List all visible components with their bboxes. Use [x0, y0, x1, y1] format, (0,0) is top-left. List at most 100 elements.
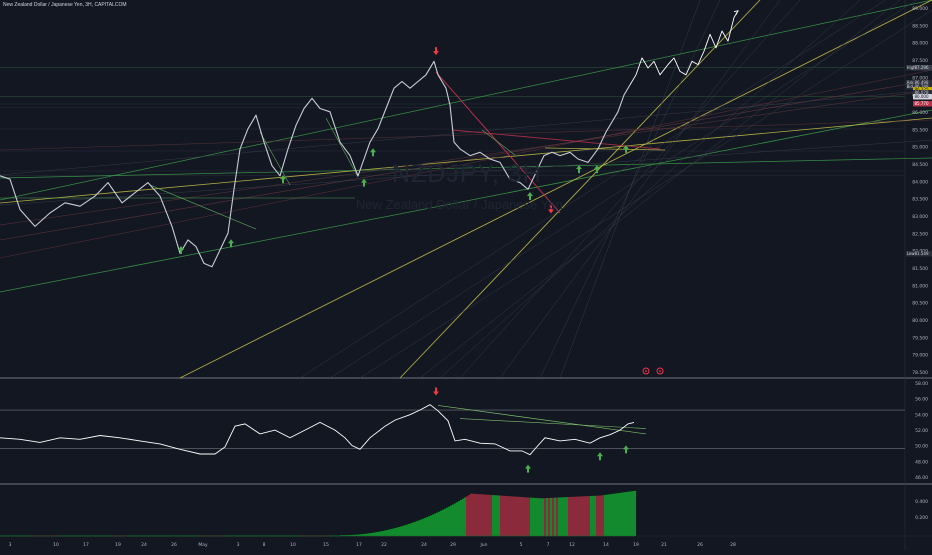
trend-line [0, 69, 932, 259]
price-axis-label: 82.500 [912, 231, 928, 237]
histogram-bar [424, 517, 427, 536]
histogram-bar [546, 498, 549, 536]
time-axis-label: 14 [603, 542, 609, 548]
price-tag-box [913, 65, 932, 71]
histogram-bar [468, 495, 471, 536]
histogram-bar [396, 527, 399, 536]
buy-arrow-icon [594, 165, 600, 174]
histogram-bar [378, 531, 381, 536]
time-axis-label: 21 [661, 542, 667, 548]
time-axis-label: 24 [421, 542, 427, 548]
price-axis-label: 81.500 [912, 266, 928, 272]
histogram-bar [628, 491, 631, 536]
time-axis-label: 26 [697, 542, 703, 548]
histogram-bar [600, 495, 603, 536]
histogram-bar [462, 498, 465, 536]
histogram-bar [374, 532, 377, 536]
price-tag: 85.770 [913, 101, 932, 107]
histogram-bar [380, 531, 383, 536]
rsi-axis-label: 56.00 [915, 397, 928, 403]
price-tag-label-box [906, 65, 913, 71]
sell-arrow-icon [433, 47, 439, 56]
histogram-bar [384, 530, 387, 536]
histogram-bar [560, 497, 563, 536]
histogram-bar [574, 496, 577, 536]
histogram-bar [572, 496, 575, 536]
price-tag-value: 86.000 [915, 94, 929, 99]
histogram-bar [422, 518, 425, 536]
histogram-bar [438, 511, 441, 536]
price-tag-box [913, 94, 932, 100]
trend-line [0, 117, 932, 204]
price-tag-value: 85.770 [915, 101, 929, 106]
price-axis-label: 84.000 [912, 179, 928, 185]
trend-line [0, 79, 932, 241]
histogram-bar [496, 495, 499, 536]
rsi-axis-label: 48.00 [915, 459, 928, 465]
time-axis-label: Jun [479, 542, 487, 548]
histogram-bar [524, 497, 527, 536]
histogram-bar [568, 496, 571, 536]
trend-line [0, 89, 932, 176]
time-axis-label: 17 [356, 542, 362, 548]
histogram-bar [586, 496, 589, 536]
histogram-bar [492, 495, 495, 536]
rsi-up-arrow-icon [525, 464, 531, 473]
histogram-bar [512, 496, 515, 536]
trend-line [439, 0, 861, 379]
histogram-bar [540, 498, 543, 536]
histogram-bar [358, 534, 361, 536]
histogram-bar [406, 524, 409, 536]
time-axis-label: 29 [450, 542, 456, 548]
histogram-bar [370, 533, 373, 536]
rsi-axis-label: 46.00 [915, 475, 928, 481]
price-axis-label: 88.500 [912, 23, 928, 29]
histogram-bar [448, 506, 451, 536]
histogram-bar [634, 490, 637, 536]
trend-line [499, 0, 781, 379]
time-axis-label: 22 [381, 542, 387, 548]
time-axis-label: 3 [9, 542, 12, 548]
histogram-bar [538, 498, 541, 536]
histogram-axis-label: 0.400 [915, 499, 928, 505]
histogram-bar [590, 495, 593, 536]
histogram-bar [458, 501, 461, 536]
histogram-bar [414, 521, 417, 536]
histogram-bar [508, 496, 511, 536]
rsi-line [0, 404, 635, 456]
histogram-bar [612, 493, 615, 536]
histogram-bar [430, 515, 433, 536]
histogram-bar [348, 535, 351, 536]
histogram-bar [480, 494, 483, 536]
histogram-bar [354, 534, 357, 536]
histogram-bar [594, 495, 597, 536]
price-tag: 86.000 [913, 94, 932, 100]
histogram-bar [608, 494, 611, 536]
time-axis-label: 3 [237, 542, 240, 548]
trend-line [419, 0, 901, 379]
trend-line [0, 139, 932, 206]
histogram-bar [436, 512, 439, 536]
histogram-bar [410, 523, 413, 536]
time-axis-label: 12 [569, 542, 575, 548]
event-marker-dot [645, 370, 647, 372]
price-axis-label: 80.500 [912, 301, 928, 307]
histogram-bar [364, 533, 367, 536]
histogram-bar [476, 494, 479, 536]
price-tag-label-box [906, 80, 913, 86]
histogram-bar [604, 494, 607, 536]
trend-line [299, 0, 886, 379]
histogram-bar [386, 530, 389, 536]
histogram-bar [514, 496, 517, 536]
time-axis-label: 19 [115, 542, 121, 548]
histogram-bar [446, 507, 449, 536]
histogram-bar [440, 510, 443, 536]
histogram-bar [534, 497, 537, 536]
histogram-bar [532, 497, 535, 536]
histogram-bar [528, 497, 531, 536]
histogram-bar [518, 496, 521, 536]
histogram-bar [416, 521, 419, 536]
buy-arrow-icon [527, 192, 533, 201]
